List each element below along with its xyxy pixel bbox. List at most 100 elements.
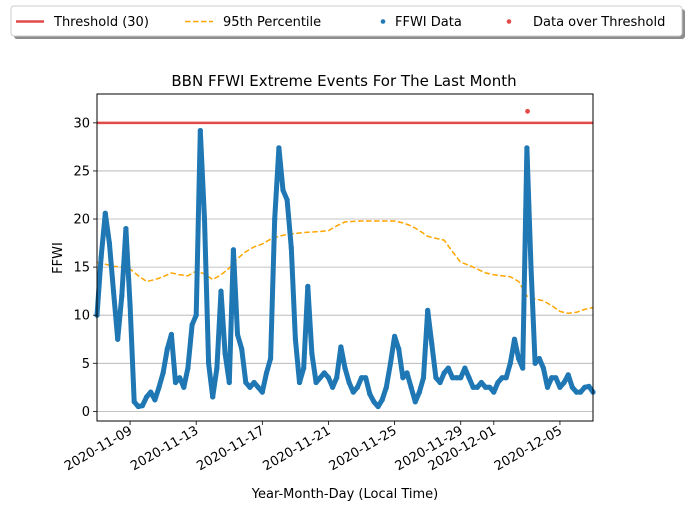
ffwi-data-point [156,384,162,390]
ffwi-data-point [214,365,220,371]
ffwi-data-point [462,365,468,371]
x-tick-label: 2020-11-25 [327,423,400,474]
ffwi-data-point [511,336,518,342]
ffwi-data-point [586,383,592,389]
ffwi-data-point [507,360,513,366]
chart-title: BBN FFWI Extreme Events For The Last Mon… [171,72,516,90]
ffwi-data-point [247,384,253,390]
legend-percentile-label: 95th Percentile [223,15,321,30]
ffwi-data-point [350,389,356,395]
ffwi-data-point [553,375,559,381]
ffwi-data-point [172,379,179,386]
ffwi-data-point [330,384,336,390]
plot-frame [96,93,594,422]
ffwi-data-point [578,389,584,395]
ffwi-data-point [474,384,480,390]
ffwi-data-point [363,375,369,381]
ffwi-data-point [582,384,588,390]
ffwi-data-point [288,245,294,251]
ffwi-data-point [189,322,195,328]
ffwi-data-point [482,384,489,390]
ffwi-data-point [540,365,547,371]
ffwi-data-point [292,336,298,342]
ffwi-data-point [102,210,108,216]
y-tick-label: 20 [73,213,90,228]
ffwi-data-point [98,254,104,261]
legend-ffwi-swatch [380,19,386,24]
legend-ffwi-label: FFWI Data [395,15,462,30]
ffwi-data-point [487,384,493,390]
ffwi-data-point [152,397,158,403]
legend: Threshold (30) 95th Percentile FFWI Data… [10,5,685,39]
ffwi-data-point [404,370,410,376]
ffwi-data-point [309,351,315,357]
ffwi-data-point [466,375,472,381]
ffwi-data-point [499,375,505,381]
ffwi-data-point [346,379,352,386]
ffwi-data-point [392,333,398,339]
ffwi-data-point [197,127,203,134]
ffwi-data-point [528,264,534,270]
x-tick-label: 2020-11-09 [62,423,135,474]
ffwi-data-point [449,375,456,381]
ffwi-data-point [230,247,236,253]
x-tick-label: 2020-11-17 [194,423,267,474]
ffwi-data-point [524,145,530,151]
ffwi-data-point [400,375,406,381]
ffwi-data-point [396,346,402,352]
ffwi-data-point [412,399,418,405]
ffwi-data-point [387,360,394,366]
ffwi-data-point [565,372,571,378]
ffwi-data-point [123,226,129,232]
ffwi-data-point [420,375,427,381]
legend-over-swatch [506,19,512,24]
ffwi-data-point [181,384,187,390]
legend-frame [10,5,683,37]
ffwi-data-point [478,379,484,386]
ffwi-data-point [115,336,121,342]
ffwi-data-point [139,403,146,409]
ffwi-data-point [280,187,286,193]
ffwi-data-point [367,391,373,397]
ffwi-data-point [168,331,174,338]
x-axis: 2020-11-092020-11-132020-11-172020-11-21… [62,421,565,474]
ffwi-data-point [210,394,216,400]
ffwi-data-point [383,384,389,390]
ffwi-data-point [135,403,141,410]
ffwi-data-point [445,365,451,371]
ffwi-data-point [164,346,170,352]
ffwi-data-point [516,355,522,362]
ffwi-data-point [429,341,435,347]
y-axis-label: FFWI [51,242,66,274]
ffwi-data-point [222,351,228,357]
ffwi-data-point [338,344,344,350]
ffwi-data-point [251,379,257,386]
percentile-line [96,220,594,315]
ffwi-data-point [561,379,567,386]
ffwi-data-point [218,288,224,294]
ffwi-data-point [532,360,538,366]
ffwi-data-point [549,375,555,381]
ffwi-data-point [177,375,183,381]
ffwi-data-point [408,384,414,390]
y-tick-label: 0 [82,405,90,420]
ffwi-data-trace [94,128,596,410]
ffwi-data-point [520,365,526,371]
ffwi-data-point [334,375,340,381]
ffwi-data-point [375,403,381,410]
ffwi-data-point [470,384,476,390]
ffwi-data-point [226,379,232,386]
ffwi-data-point [234,331,241,338]
ffwi-data-point [569,384,575,390]
ffwi-data-point [379,397,385,403]
ffwi-data-point [317,375,323,381]
ffwi-data-point [160,370,166,376]
y-tick-label: 5 [82,357,90,372]
ffwi-data-point [284,197,290,203]
ffwi-data-point [544,384,551,390]
ffwi-data-point [305,283,311,289]
x-tick-label: 2020-11-21 [261,423,334,474]
y-tick-label: 25 [73,164,90,179]
ffwi-data-point [354,384,360,390]
